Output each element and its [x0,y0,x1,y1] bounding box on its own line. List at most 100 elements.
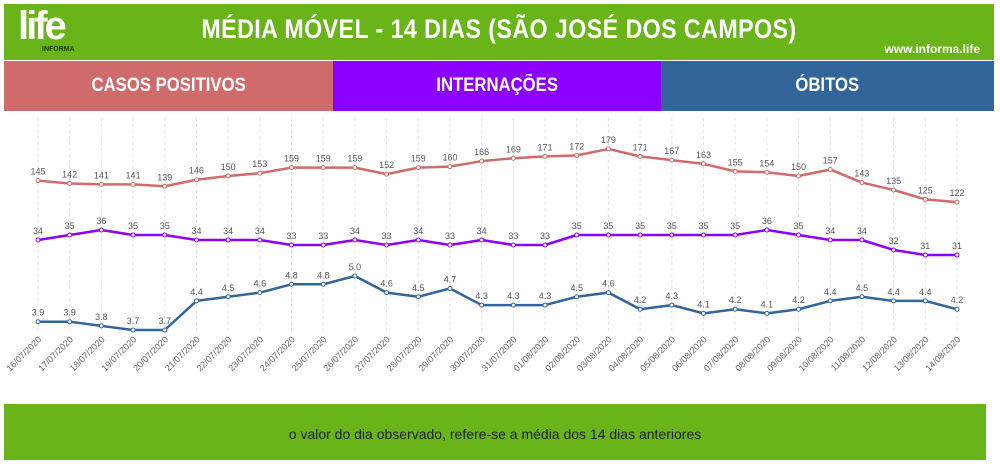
tab-casos-label: CASOS POSITIVOS [91,75,246,96]
data-point [35,319,41,325]
site-url: www.informa.life [884,42,980,56]
life-logo: life INFORMA [18,4,78,56]
tab-obitos-label: ÓBITOS [795,75,860,96]
data-label: 172 [569,141,584,151]
data-label: 179 [601,135,616,145]
data-point [542,302,548,308]
data-point [510,242,516,248]
data-label: 145 [30,167,45,177]
data-point [542,153,548,159]
data-point [67,180,73,186]
data-label: 157 [823,155,838,165]
header-bar: life INFORMA MÉDIA MÓVEL - 14 DIAS (SÃO … [4,4,994,60]
data-label: 5.0 [349,262,362,272]
data-point [35,178,41,184]
data-label: 122 [949,188,964,198]
data-point [130,232,136,238]
data-point [320,242,326,248]
data-label: 4.6 [380,279,393,289]
data-point [510,155,516,161]
tab-casos-positivos: CASOS POSITIVOS [4,61,333,111]
data-point [415,237,421,243]
data-label: 35 [65,221,75,231]
data-point [796,232,802,238]
data-label: 32 [889,236,899,246]
data-point [130,327,136,333]
data-label: 4.6 [254,279,267,289]
data-point [954,199,960,205]
data-label: 4.2 [951,295,964,305]
data-point [225,294,231,300]
tab-internacoes: INTERNAÇÕES [333,61,661,111]
data-label: 36 [762,216,772,226]
logo-text: life [18,4,67,48]
data-point [922,252,928,258]
data-point [447,285,453,291]
data-point [35,237,41,243]
footer-note: o valor do dia observado, refere-se a mé… [288,426,702,442]
data-point [479,158,485,164]
data-label: 34 [191,226,201,236]
line-chart: 145 142 141 141 139 146 150 153 159 159 159 152 159 1… [4,112,994,402]
data-label: 35 [794,221,804,231]
data-label: 139 [157,172,172,182]
data-label: 35 [160,221,170,231]
tab-obitos: ÓBITOS [661,61,994,111]
data-label: 4.6 [602,279,615,289]
data-label: 35 [698,221,708,231]
data-point [669,232,675,238]
data-point [859,294,865,300]
data-label: 141 [126,170,141,180]
data-label: 33 [445,231,455,241]
data-label: 34 [413,226,423,236]
data-label: 4.3 [507,291,520,301]
data-label: 4.8 [317,270,330,280]
data-label: 35 [572,221,582,231]
data-point [162,183,168,189]
data-label: 159 [347,154,362,164]
data-label: 31 [952,241,962,251]
data-label: 142 [62,169,77,179]
data-label: 31 [920,241,930,251]
data-label: 4.4 [824,287,837,297]
data-point [891,247,897,253]
data-point [289,165,295,171]
data-label: 35 [128,221,138,231]
data-label: 3.7 [127,316,140,326]
data-point [352,273,358,279]
data-point [796,306,802,312]
data-point [827,166,833,172]
data-label: 3.9 [63,308,76,318]
data-point [415,165,421,171]
data-label: 163 [696,150,711,160]
data-point [510,302,516,308]
data-label: 35 [730,221,740,231]
data-label: 4.8 [285,270,298,280]
data-label: 167 [664,146,679,156]
data-label: 4.2 [634,295,647,305]
data-label: 160 [442,153,457,163]
data-label: 34 [857,226,867,236]
data-label: 34 [825,226,835,236]
data-point [605,290,611,296]
data-label: 152 [379,160,394,170]
data-label: 35 [667,221,677,231]
data-point [257,237,263,243]
data-label: 4.3 [666,291,679,301]
data-label: 4.3 [475,291,488,301]
data-label: 4.5 [222,283,235,293]
data-label: 159 [411,154,426,164]
data-point [289,242,295,248]
data-label: 159 [284,154,299,164]
data-label: 146 [189,166,204,176]
data-label: 4.4 [190,287,203,297]
data-point [320,165,326,171]
data-point [384,242,390,248]
data-label: 36 [96,216,106,226]
data-point [859,237,865,243]
data-point [574,232,580,238]
data-point [827,237,833,243]
data-label: 171 [633,142,648,152]
data-point [352,165,358,171]
data-point [732,306,738,312]
